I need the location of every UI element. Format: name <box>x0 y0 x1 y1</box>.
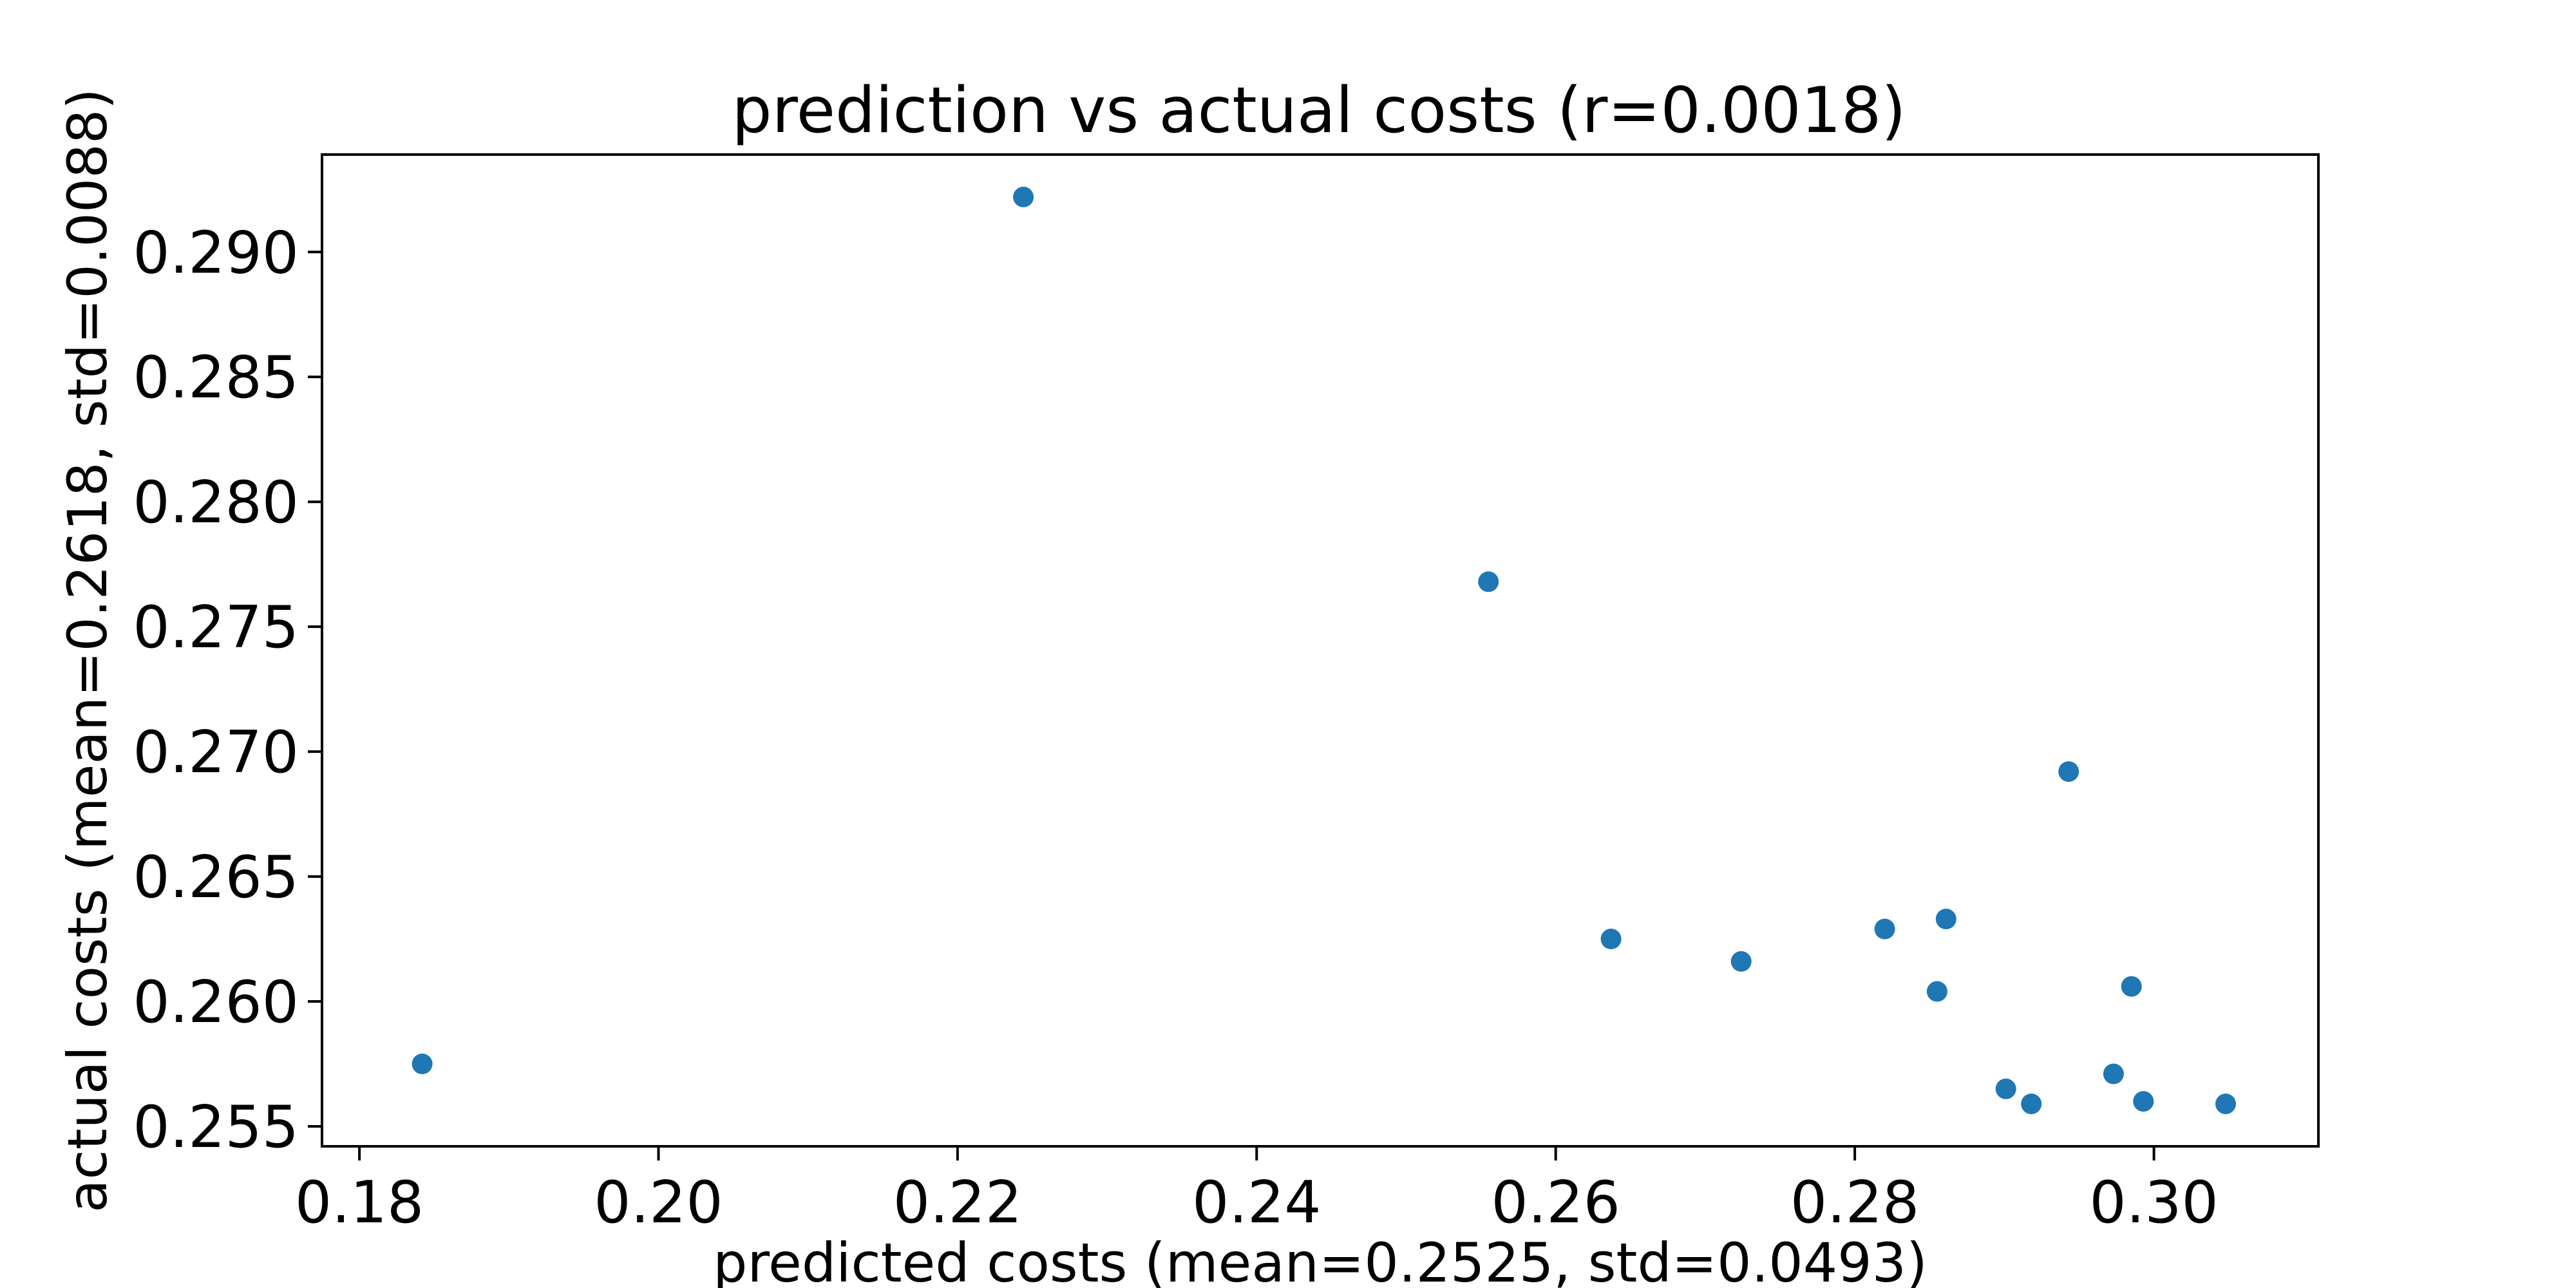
data-point-12 <box>2103 1063 2124 1084</box>
data-point-6 <box>1874 918 1895 940</box>
data-point-7 <box>1926 981 1947 1002</box>
x-tick-label-2: 0.20 <box>594 1169 723 1236</box>
y-tick-label-4: 0.270 <box>133 719 299 786</box>
data-points <box>412 186 2236 1115</box>
y-axis-label: actual costs (mean=0.2618, std=0.0088) <box>56 88 119 1213</box>
x-axis-label: predicted costs (mean=0.2525, std=0.0493… <box>713 1231 1927 1288</box>
data-point-11 <box>2058 761 2079 782</box>
x-tick-label-6: 0.28 <box>1790 1169 1919 1236</box>
data-point-8 <box>1935 909 1956 929</box>
x-axis-ticks: 0.18 0.20 0.22 0.24 0.26 0.28 0.30 <box>295 1146 2219 1236</box>
data-point-2 <box>1013 186 1034 207</box>
y-tick-label-6: 0.280 <box>133 469 299 536</box>
plot-frame <box>321 153 2320 1148</box>
data-point-4 <box>1600 929 1622 949</box>
x-tick-label-3: 0.22 <box>893 1169 1022 1236</box>
x-tick-label-5: 0.26 <box>1492 1169 1620 1236</box>
data-point-1 <box>412 1054 433 1074</box>
chart-title: prediction vs actual costs (r=0.0018) <box>732 74 1906 147</box>
y-tick-label-2: 0.260 <box>133 969 299 1036</box>
data-point-10 <box>2021 1094 2042 1115</box>
data-point-5 <box>1730 951 1752 972</box>
x-tick-label-7: 0.30 <box>2089 1169 2218 1236</box>
y-tick-label-3: 0.265 <box>133 844 299 911</box>
data-point-13 <box>2121 976 2142 997</box>
data-point-14 <box>2133 1091 2154 1112</box>
y-tick-label-5: 0.275 <box>133 594 299 661</box>
x-tick-label-1: 0.18 <box>295 1169 424 1236</box>
y-tick-label-1: 0.255 <box>133 1094 299 1161</box>
x-tick-label-4: 0.24 <box>1192 1169 1321 1236</box>
y-tick-label-8: 0.290 <box>133 219 299 287</box>
data-point-9 <box>1995 1078 2016 1099</box>
y-tick-label-7: 0.285 <box>133 344 299 412</box>
data-point-15 <box>2215 1094 2236 1115</box>
y-axis-ticks: 0.255 0.260 0.265 0.270 0.275 0.280 0.285 0.290 <box>133 219 322 1161</box>
data-point-3 <box>1478 571 1499 592</box>
